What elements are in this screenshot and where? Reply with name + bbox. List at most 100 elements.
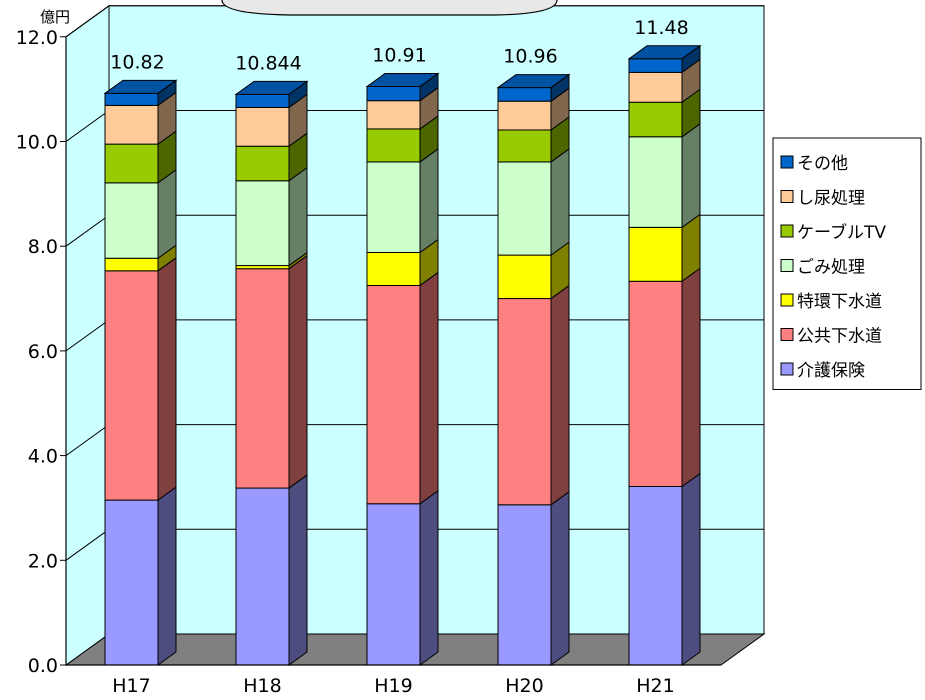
y-tick-label: 6.0: [28, 341, 58, 363]
bar-segment: [628, 71, 683, 103]
bar-stack-H19: [365, 72, 440, 666]
bar-segment-side: [550, 490, 570, 666]
total-label: 11.48: [634, 17, 688, 39]
x-tick-label: H17: [112, 675, 150, 697]
bar-segment: [366, 503, 421, 666]
legend-swatch: [780, 293, 794, 307]
bar-segment: [235, 268, 290, 489]
bar-segment: [104, 143, 159, 184]
legend-item: ごみ処理: [780, 258, 865, 278]
bar-segment-side: [157, 256, 177, 502]
total-label: 10.844: [235, 52, 301, 74]
bar-segment: [366, 284, 421, 505]
legend-label: 特環下水道: [797, 292, 882, 312]
bar-segment-side: [288, 254, 308, 490]
y-tick-label: 0.0: [28, 655, 58, 677]
legend-swatch: [780, 259, 794, 272]
total-label: 10.91: [372, 45, 426, 67]
legend-swatch: [780, 224, 794, 238]
x-tick-label: H19: [374, 675, 412, 697]
unit-label: 億円: [40, 8, 70, 26]
x-tick-label: H21: [636, 675, 674, 697]
legend-label: 公共下水道: [797, 327, 882, 347]
bar-top-face: [627, 45, 702, 60]
bar-segment: [497, 87, 552, 102]
bar-top-face: [365, 73, 440, 88]
y-tick-label: 4.0: [28, 446, 58, 468]
legend-item: 公共下水道: [780, 327, 882, 347]
legend-item: 介護保険: [780, 361, 865, 381]
bar-segment-side: [550, 147, 570, 257]
bar-segment-side: [681, 122, 701, 229]
bar-segment: [104, 499, 159, 666]
bar-segment: [366, 161, 421, 253]
bar-stack-H21: [627, 44, 702, 666]
bar-segment: [235, 93, 290, 108]
x-tick-label: H20: [505, 675, 543, 697]
bar-segment: [235, 145, 290, 182]
bar-segment: [235, 180, 290, 267]
legend-box: [772, 137, 922, 390]
bar-segment: [497, 100, 552, 131]
legend-swatch: [780, 190, 794, 203]
legend-item: ケーブルTV: [780, 222, 886, 243]
bar-top-face: [103, 79, 178, 94]
bar-segment-side: [157, 168, 177, 260]
total-label: 10.82: [110, 51, 164, 73]
bar-segment: [497, 129, 552, 163]
bar-segment: [104, 270, 159, 501]
y-tick-label: 10.0: [16, 132, 58, 154]
bar-segment-side: [681, 267, 701, 488]
bar-segment: [235, 487, 290, 666]
bar-segment-side: [419, 489, 439, 666]
bar-segment: [628, 58, 683, 73]
legend-label: ケーブルTV: [797, 222, 886, 243]
bar-segment: [628, 101, 683, 138]
bar-segment: [366, 86, 421, 102]
legend-item: し尿処理: [780, 189, 865, 209]
bar-segment: [366, 128, 421, 163]
legend-item: 特環下水道: [780, 292, 882, 312]
bar-segment-side: [419, 271, 439, 505]
bars: [103, 44, 702, 666]
bar-segment-side: [288, 474, 308, 666]
y-tick-label: 8.0: [28, 236, 58, 258]
legend-label: その他: [797, 154, 848, 174]
total-label: 10.96: [503, 46, 557, 68]
y-tick-label: 2.0: [28, 550, 58, 572]
bar-segment: [628, 485, 683, 666]
bar-segment-side: [681, 472, 701, 666]
bar-segment: [104, 92, 159, 106]
bar-segment: [628, 136, 683, 228]
x-category-labels: H17 H18 H19 H20 H21: [112, 675, 674, 697]
bar-segment: [497, 298, 552, 506]
legend-label: ごみ処理: [797, 258, 865, 278]
legend-swatch: [780, 155, 794, 169]
bar-segment: [497, 254, 552, 300]
x-tick-label: H18: [243, 675, 281, 697]
legend-label: 介護保険: [797, 361, 865, 381]
bar-segment: [497, 504, 552, 666]
legend-swatch: [780, 362, 794, 376]
bar-top-face: [496, 74, 571, 89]
bar-segment-side: [157, 486, 177, 666]
bar-segment: [628, 226, 683, 282]
bar-segment: [366, 100, 421, 130]
bar-stack-H17: [103, 79, 178, 666]
bar-top-face: [234, 80, 309, 95]
bar-segment: [235, 106, 290, 147]
bar-segment-side: [550, 284, 570, 506]
y-tick-label: 12.0: [16, 27, 58, 49]
legend-item: その他: [780, 154, 848, 174]
bar-stack-H18: [234, 80, 309, 666]
legend-label: し尿処理: [797, 189, 865, 209]
bar-segment: [104, 104, 159, 145]
bar-segment: [104, 257, 159, 272]
bar-segment-side: [419, 147, 439, 254]
bar-segment: [366, 251, 421, 286]
bar-stack-H20: [496, 73, 571, 666]
bar-segment-side: [288, 166, 308, 267]
bar-segment: [104, 182, 159, 259]
